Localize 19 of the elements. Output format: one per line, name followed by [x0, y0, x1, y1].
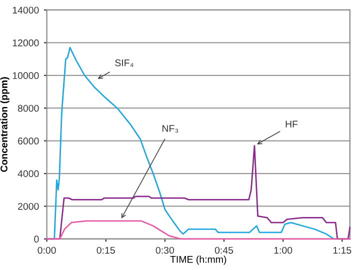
x-tick-label: 0:00: [38, 246, 56, 254]
x-tick-label: 1:00: [274, 246, 292, 254]
y-tick-label: 2000: [18, 202, 39, 210]
annotation: SIF₄: [115, 59, 134, 67]
y-tick-label: 14000: [12, 6, 39, 14]
annotation: HF: [286, 120, 298, 128]
x-tick-label: 0:30: [156, 246, 174, 254]
y-axis-title: Concentration (ppm): [0, 77, 10, 172]
y-tick-label: 10000: [12, 72, 39, 80]
annotation: NF₃: [162, 125, 178, 133]
y-tick-label: 8000: [18, 104, 39, 112]
y-tick-label: 4000: [18, 170, 39, 178]
y-tick-label: 0: [34, 236, 39, 243]
y-tick-label: 6000: [18, 138, 39, 144]
x-axis-title: TIME (h:mm): [170, 256, 226, 265]
x-tick-label: 0:45: [214, 246, 234, 254]
y-tick-label: 12000: [12, 39, 39, 46]
x-tick-label: 1:15: [333, 246, 352, 254]
x-tick-label: 0:15: [96, 246, 115, 254]
